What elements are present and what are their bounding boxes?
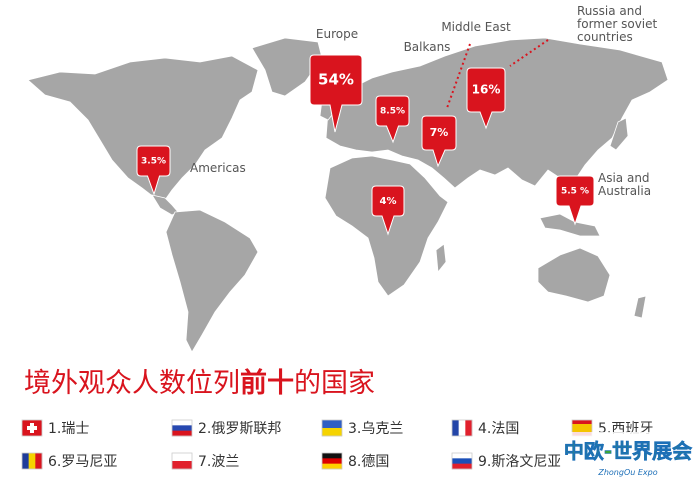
callout-bubble bbox=[371, 185, 405, 236]
flag bbox=[451, 419, 473, 437]
region-label: countries bbox=[577, 30, 633, 44]
callout-bubble bbox=[555, 175, 595, 226]
flag-border bbox=[171, 452, 193, 470]
callout-value: 7% bbox=[430, 126, 449, 139]
logo-title: 中欧-世界展会 bbox=[564, 439, 692, 463]
callouts: 54% Europe 8.5% Balkans 7% Middle East 16% Russ… bbox=[136, 4, 658, 236]
flag-part bbox=[452, 458, 472, 464]
flag-part bbox=[172, 461, 192, 470]
flag-border bbox=[21, 419, 43, 437]
flag bbox=[321, 419, 343, 437]
region-label: Balkans bbox=[404, 40, 451, 54]
flag bbox=[21, 452, 43, 470]
flag-part bbox=[452, 463, 472, 470]
indonesia bbox=[539, 213, 601, 237]
logo-bg bbox=[560, 432, 700, 486]
flag-part bbox=[35, 453, 43, 469]
callout-bubble bbox=[421, 115, 457, 168]
callout-value: 5.5 % bbox=[561, 187, 589, 197]
callout-value: 3.5% bbox=[141, 157, 166, 167]
callout-bubble bbox=[466, 67, 506, 130]
flag-part bbox=[172, 425, 192, 431]
flag-part bbox=[172, 420, 192, 426]
flag-border bbox=[451, 419, 473, 437]
country-name: 8.德国 bbox=[348, 454, 389, 470]
flag-part bbox=[172, 453, 192, 462]
callout-bubble bbox=[309, 54, 363, 133]
leader-line bbox=[446, 43, 471, 109]
country-name: 6.罗马尼亚 bbox=[48, 454, 117, 470]
country-name: 9.斯洛文尼亚 bbox=[478, 454, 561, 470]
flag bbox=[21, 419, 43, 437]
australia bbox=[537, 247, 611, 303]
callout-value: 16% bbox=[472, 83, 501, 97]
flag-border bbox=[321, 452, 343, 470]
greenland bbox=[251, 37, 323, 97]
central-america bbox=[151, 194, 179, 216]
flag-border bbox=[171, 419, 193, 437]
flag-part bbox=[322, 458, 342, 464]
japan bbox=[609, 117, 629, 151]
country-name: 4.法国 bbox=[478, 421, 519, 437]
flag-part bbox=[452, 420, 459, 436]
flag bbox=[171, 419, 193, 437]
flag-part bbox=[452, 453, 472, 459]
callout-bubble bbox=[375, 95, 410, 144]
flag-part bbox=[322, 453, 342, 459]
country-name: 2.俄罗斯联邦 bbox=[198, 421, 281, 437]
flag bbox=[451, 452, 473, 470]
north-america bbox=[27, 55, 259, 201]
heading: 境外观众人数位列前十的国家 bbox=[24, 367, 375, 399]
flag-part bbox=[172, 430, 192, 437]
eurasia bbox=[325, 37, 669, 189]
region-label: Europe bbox=[316, 27, 358, 41]
flag-part bbox=[322, 428, 342, 437]
region-label: Russia and bbox=[577, 4, 642, 18]
flag bbox=[171, 452, 193, 470]
heading-part: 境外观众人数位列 bbox=[24, 368, 240, 399]
heading-part: 前十 bbox=[240, 367, 294, 399]
callout-value: 4% bbox=[380, 196, 397, 207]
country-name: 7.波兰 bbox=[198, 454, 239, 470]
flag bbox=[321, 452, 343, 470]
flag-part bbox=[465, 420, 473, 436]
flag-part bbox=[322, 463, 342, 470]
flag-border bbox=[451, 452, 473, 470]
heading-part: 的国家 bbox=[294, 368, 375, 399]
new-zealand bbox=[633, 295, 647, 319]
region-label: Australia bbox=[598, 184, 651, 198]
callout-value: 54% bbox=[318, 71, 354, 89]
callout-bubble bbox=[136, 145, 171, 196]
flag-part bbox=[22, 453, 29, 469]
region-label: Americas bbox=[190, 161, 246, 175]
country-name: 1.瑞士 bbox=[48, 421, 89, 437]
flag-border bbox=[21, 452, 43, 470]
callout-value: 8.5% bbox=[380, 107, 405, 117]
region-label: Middle East bbox=[441, 20, 511, 34]
logo: 中欧-世界展会 ZhongOu Expo bbox=[560, 432, 700, 486]
flag-part bbox=[27, 426, 37, 430]
south-america bbox=[165, 209, 259, 353]
flag-part bbox=[28, 453, 36, 469]
flag-part bbox=[322, 420, 342, 429]
country-name: 3.乌克兰 bbox=[348, 421, 403, 437]
region-label: former soviet bbox=[577, 17, 658, 31]
logo-subtitle: ZhongOu Expo bbox=[597, 468, 657, 477]
flag-part bbox=[458, 420, 466, 436]
flag-border bbox=[321, 419, 343, 437]
madagascar bbox=[435, 243, 447, 274]
region-label: Asia and bbox=[598, 171, 650, 185]
flag-part bbox=[572, 424, 592, 432]
